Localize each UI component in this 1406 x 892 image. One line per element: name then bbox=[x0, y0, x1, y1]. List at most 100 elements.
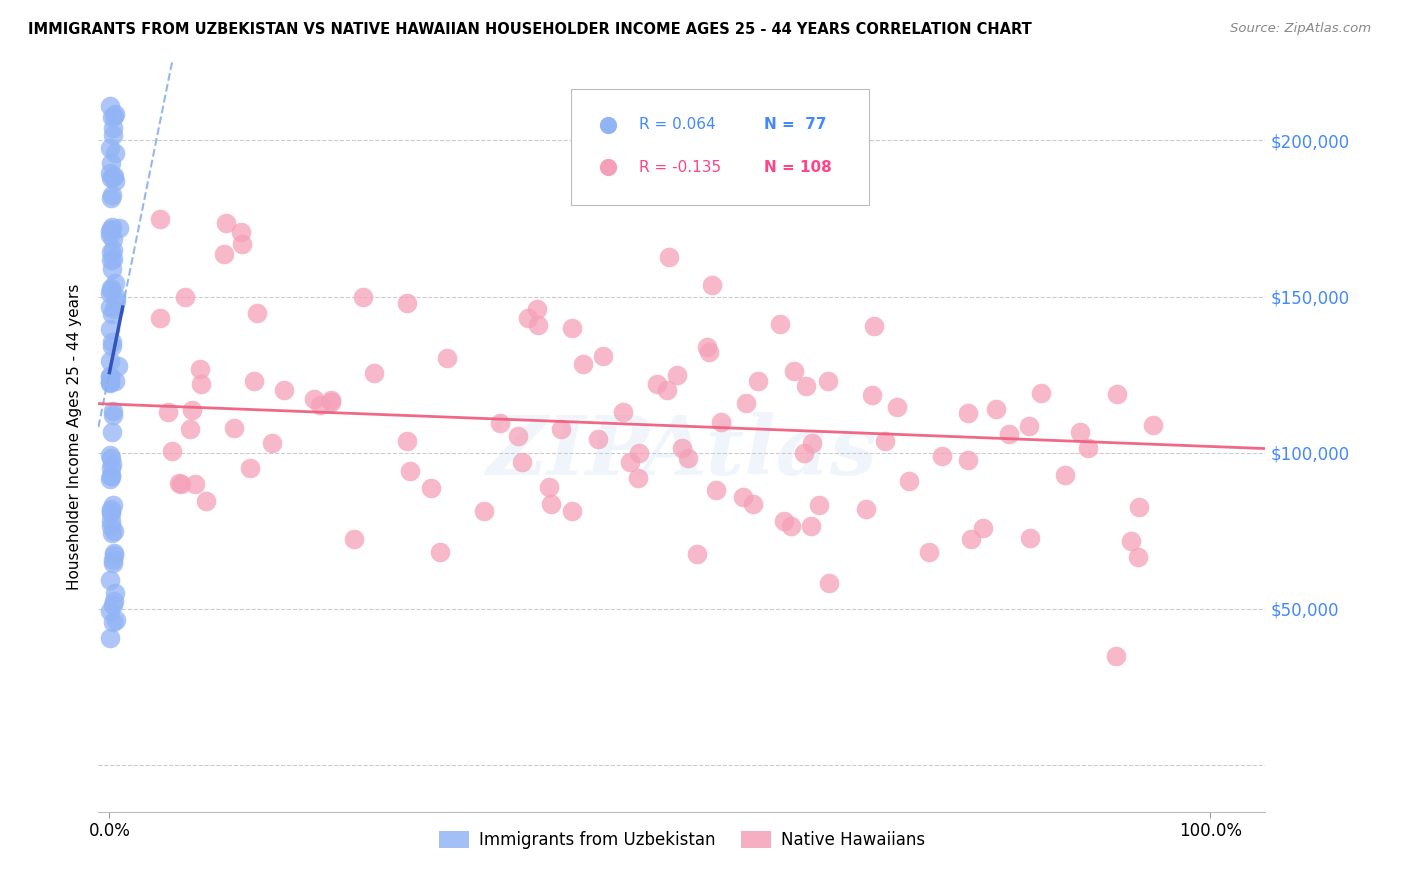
Point bbox=[98, 141, 121, 155]
Point bbox=[807, 498, 830, 512]
Point bbox=[101, 526, 124, 541]
Point bbox=[710, 415, 733, 429]
Point bbox=[855, 501, 877, 516]
Point bbox=[98, 376, 121, 390]
Point bbox=[103, 108, 125, 122]
Point bbox=[98, 370, 121, 384]
Point bbox=[101, 252, 124, 266]
Point bbox=[98, 574, 121, 588]
Point bbox=[214, 247, 236, 261]
Point bbox=[537, 480, 560, 494]
Point bbox=[101, 307, 124, 321]
Point bbox=[101, 556, 124, 570]
Point bbox=[104, 290, 127, 304]
Point bbox=[419, 481, 441, 495]
Point bbox=[319, 395, 342, 409]
Point bbox=[863, 319, 886, 334]
Text: N = 108: N = 108 bbox=[763, 160, 831, 175]
Point bbox=[671, 441, 693, 455]
Point bbox=[658, 250, 681, 264]
Point bbox=[731, 490, 754, 504]
Point bbox=[104, 145, 127, 160]
Point bbox=[101, 170, 124, 185]
Point bbox=[100, 190, 122, 204]
Point bbox=[886, 400, 908, 414]
Point bbox=[572, 358, 595, 372]
Point bbox=[875, 434, 897, 448]
Point bbox=[956, 453, 979, 467]
Point bbox=[1119, 534, 1142, 549]
Point bbox=[104, 613, 127, 627]
Point bbox=[561, 320, 583, 334]
Point bbox=[1107, 387, 1129, 401]
Point bbox=[101, 408, 124, 422]
Point bbox=[1142, 417, 1164, 432]
Point bbox=[107, 359, 129, 374]
Point bbox=[273, 383, 295, 397]
Point bbox=[704, 483, 727, 497]
Point bbox=[222, 420, 245, 434]
Point bbox=[742, 497, 765, 511]
Point bbox=[1018, 418, 1040, 433]
Point bbox=[103, 524, 125, 538]
Point bbox=[239, 460, 262, 475]
Point bbox=[103, 548, 125, 562]
Point bbox=[100, 165, 122, 179]
Point bbox=[104, 277, 127, 291]
Point bbox=[184, 477, 207, 491]
Point bbox=[101, 339, 124, 353]
Point bbox=[972, 521, 994, 535]
Point bbox=[696, 340, 718, 354]
Point bbox=[246, 306, 269, 320]
Point bbox=[262, 435, 284, 450]
Point bbox=[229, 225, 252, 239]
Point bbox=[363, 366, 385, 380]
Point bbox=[860, 387, 883, 401]
Point bbox=[242, 374, 264, 388]
Point bbox=[793, 446, 815, 460]
Point bbox=[100, 502, 122, 516]
Point bbox=[984, 402, 1007, 417]
Point bbox=[1126, 550, 1149, 565]
Point bbox=[101, 404, 124, 418]
Point bbox=[100, 369, 122, 384]
Point bbox=[215, 216, 238, 230]
Point bbox=[103, 546, 125, 560]
Point bbox=[103, 585, 125, 599]
Y-axis label: Householder Income Ages 25 - 44 years: Householder Income Ages 25 - 44 years bbox=[67, 284, 83, 591]
Point bbox=[100, 281, 122, 295]
Point bbox=[506, 429, 529, 443]
Point bbox=[104, 294, 127, 309]
Point bbox=[179, 422, 201, 436]
Point bbox=[101, 615, 124, 629]
Point bbox=[103, 552, 125, 566]
Point bbox=[103, 169, 125, 184]
Point bbox=[627, 471, 650, 485]
Point bbox=[579, 757, 602, 772]
Legend: Immigrants from Uzbekistan, Native Hawaiians: Immigrants from Uzbekistan, Native Hawai… bbox=[433, 824, 931, 855]
Point bbox=[780, 518, 803, 533]
Point bbox=[655, 384, 678, 398]
Point bbox=[516, 311, 538, 326]
Point bbox=[396, 434, 419, 448]
Point bbox=[100, 450, 122, 465]
Point bbox=[801, 435, 824, 450]
Point bbox=[160, 444, 183, 458]
Point bbox=[1053, 468, 1076, 483]
Point bbox=[343, 532, 366, 546]
Point bbox=[100, 222, 122, 236]
Point bbox=[1105, 648, 1128, 663]
Point bbox=[169, 477, 191, 491]
Point bbox=[619, 455, 641, 469]
Point bbox=[98, 286, 121, 301]
Text: Source: ZipAtlas.com: Source: ZipAtlas.com bbox=[1230, 22, 1371, 36]
Point bbox=[101, 219, 124, 234]
Point bbox=[101, 425, 124, 439]
Point bbox=[783, 363, 806, 377]
Point bbox=[100, 468, 122, 483]
Point bbox=[700, 277, 723, 292]
Text: N =  77: N = 77 bbox=[763, 117, 827, 132]
Point bbox=[1077, 442, 1099, 456]
Point bbox=[957, 406, 980, 420]
Point bbox=[103, 120, 125, 135]
